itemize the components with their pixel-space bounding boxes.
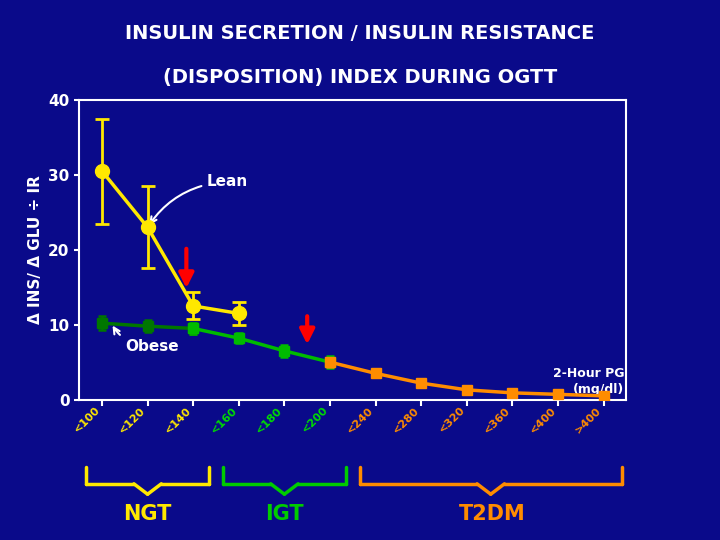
Y-axis label: Δ INS/ Δ GLU ÷ IR: Δ INS/ Δ GLU ÷ IR	[27, 176, 42, 324]
Text: T2DM: T2DM	[459, 504, 526, 524]
Text: <160: <160	[209, 405, 239, 435]
Text: <320: <320	[437, 405, 467, 435]
Text: <120: <120	[117, 405, 148, 435]
Text: (DISPOSITION) INDEX DURING OGTT: (DISPOSITION) INDEX DURING OGTT	[163, 68, 557, 87]
Text: <280: <280	[391, 405, 421, 435]
Text: Obese: Obese	[114, 328, 179, 354]
Text: <200: <200	[300, 405, 330, 435]
Text: <140: <140	[163, 405, 193, 435]
Text: INSULIN SECRETION / INSULIN RESISTANCE: INSULIN SECRETION / INSULIN RESISTANCE	[125, 24, 595, 43]
Text: NGT: NGT	[123, 504, 172, 524]
Text: <100: <100	[72, 405, 102, 435]
Text: 2-Hour PG
(mg/dl): 2-Hour PG (mg/dl)	[553, 367, 624, 396]
Text: <180: <180	[254, 405, 284, 435]
Text: <240: <240	[346, 405, 376, 435]
Text: Lean: Lean	[150, 174, 248, 223]
Text: <360: <360	[482, 405, 513, 435]
Text: <400: <400	[528, 405, 558, 435]
Text: IGT: IGT	[265, 504, 304, 524]
Text: >400: >400	[574, 405, 603, 435]
